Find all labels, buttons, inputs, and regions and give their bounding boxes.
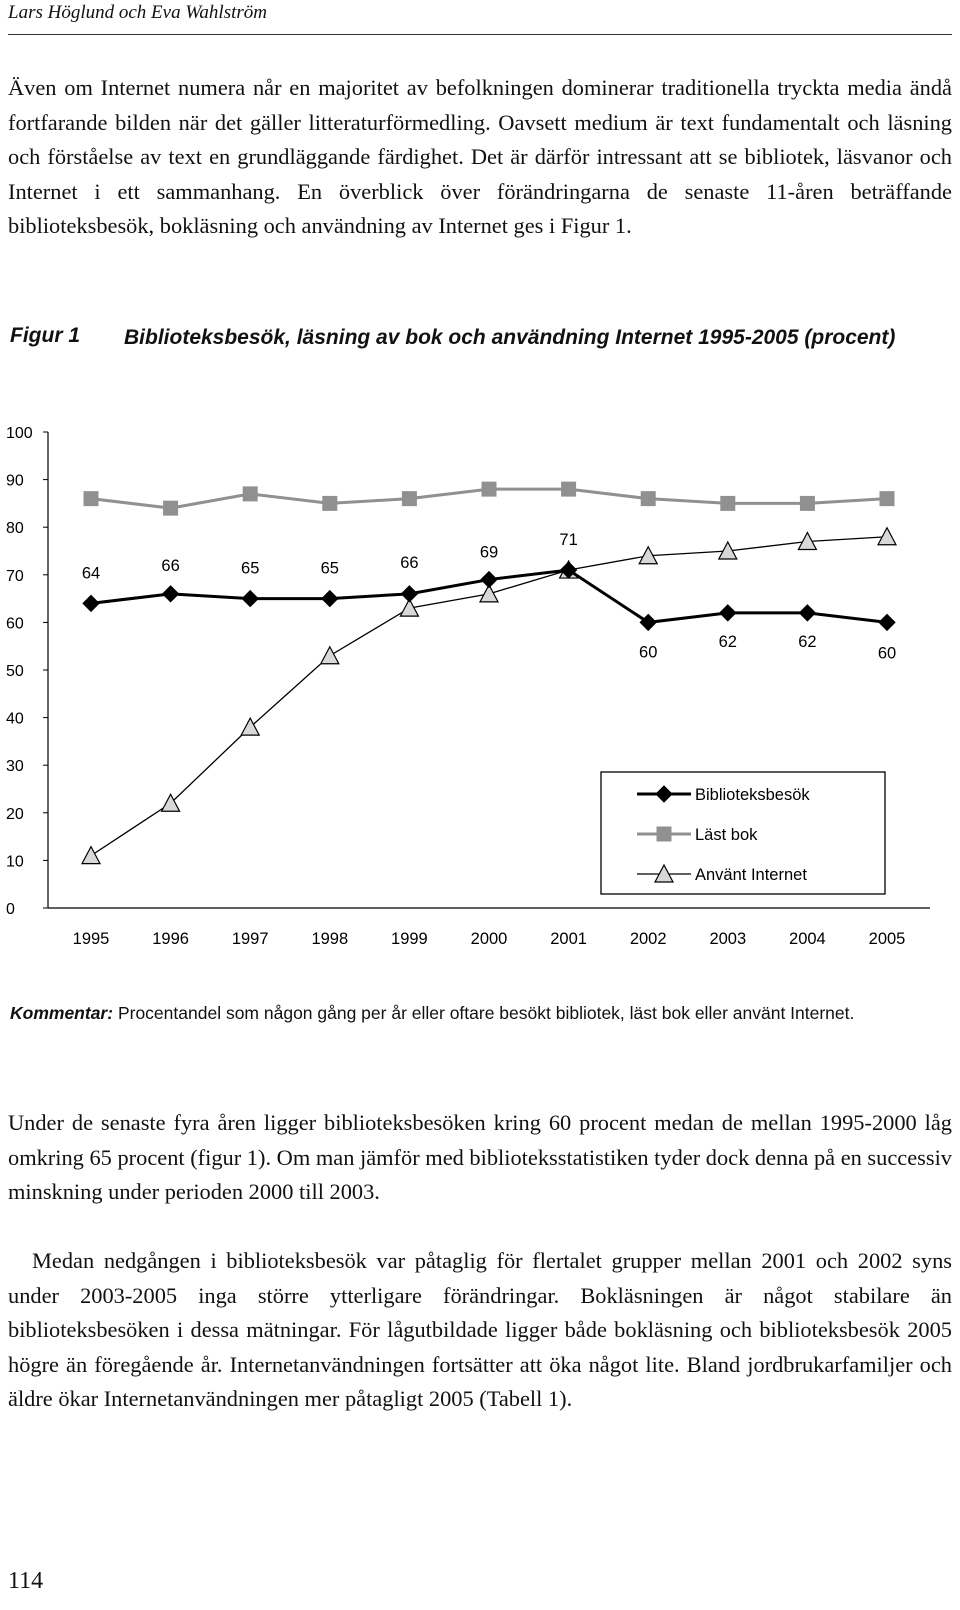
line-chart: 0 10 20 30 40 50 60 70 80 90 100 1995 1996 1997 1998 19… [6,425,930,948]
series-square [83,481,895,516]
chart-legend: Biblioteksbesök Läst bok Använt Internet [600,771,886,895]
y-tick-label: 40 [6,711,24,728]
y-tick-label: 60 [6,615,24,632]
series-diamond [82,561,896,632]
legend-marker-square [656,826,672,842]
data-point-square [163,500,179,516]
data-label: 66 [400,554,418,572]
y-tick-label: 50 [6,663,24,680]
data-point-triangle [638,545,659,565]
data-point-square [879,491,895,507]
body-paragraph-1: Även om Internet numera når en majoritet… [8,75,952,238]
x-tick-label: 2000 [471,930,508,948]
legend-marker-diamond [655,785,673,803]
data-label: 65 [321,560,339,578]
legend-item: Läst bok [637,826,758,844]
data-point-square [481,481,497,497]
y-tick-label: 80 [6,520,24,537]
x-tick-label: 1998 [311,930,348,948]
y-tick-label: 90 [6,473,24,490]
x-tick-label: 2003 [709,930,746,948]
comment-text: Procentandel som någon gång per år eller… [117,1003,855,1023]
figure-comment: Kommentar: Procentandel som någon gång p… [10,1000,945,1026]
chart-axes: 0 10 20 30 40 50 60 70 80 90 100 1995 1996 1997 1998 19… [6,425,930,948]
x-tick-label: 2005 [869,930,906,948]
data-point-diamond [480,570,498,589]
data-label: 71 [559,531,577,549]
data-point-triangle [717,540,738,560]
data-point-square [83,491,99,507]
data-point-diamond [82,594,100,613]
y-tick-label: 10 [6,853,24,870]
data-label: 69 [480,544,498,562]
data-point-square [799,495,815,511]
data-point-diamond [639,613,657,632]
page-number: 114 [8,1568,44,1594]
x-tick-label: 2001 [550,930,587,948]
running-head: Lars Höglund och Eva Wahlström [8,2,267,23]
data-point-diamond [161,585,180,603]
chart-data-labels: 64 66 65 65 66 69 71 60 62 62 60 [82,531,896,662]
data-point-triangle [877,526,897,546]
data-label: 60 [878,644,896,662]
x-tick-label: 2002 [630,930,667,948]
x-tick-label: 1997 [232,930,269,948]
figure-label: Figur 1 [10,324,81,347]
x-tick-label: 1999 [391,930,428,948]
legend-item: Använt Internet [637,863,807,884]
y-tick-label: 0 [6,901,15,918]
data-point-diamond [241,589,259,608]
chart-series [81,481,897,865]
data-label: 64 [82,564,100,582]
x-tick-label: 1996 [152,930,189,948]
legend-label: Använt Internet [695,866,807,884]
comment-label: Kommentar: [10,1003,114,1023]
y-tick-label: 70 [6,568,24,585]
body-paragraph-2: Under de senaste fyra åren ligger biblio… [8,1110,952,1204]
data-point-triangle [399,597,420,617]
legend-label: Biblioteksbesök [695,786,810,804]
data-label: 66 [161,557,179,575]
data-point-diamond [798,604,817,622]
data-label: 65 [241,560,259,578]
body-paragraph-3: Medan nedgången i biblioteksbesök var på… [8,1248,952,1411]
y-tick-label: 30 [6,758,24,775]
data-point-square [242,486,258,502]
data-point-triangle [797,531,818,551]
data-point-diamond [400,585,419,603]
data-point-triangle [160,792,181,812]
data-point-triangle [240,716,261,736]
data-point-diamond [559,561,578,579]
data-label: 62 [719,633,737,651]
data-point-diamond [878,613,896,632]
data-point-square [322,495,338,511]
data-point-diamond [321,589,339,608]
legend-label: Läst bok [695,826,758,844]
legend-item: Biblioteksbesök [637,785,810,804]
x-tick-label: 2004 [789,930,826,948]
legend-marker-triangle [654,863,674,883]
data-point-square [720,495,736,511]
data-point-triangle [479,583,499,603]
y-tick-label: 100 [6,425,33,442]
series-triangle [81,526,897,865]
data-point-square [401,491,417,507]
y-tick-label: 20 [6,806,24,823]
data-point-square [561,481,577,497]
data-label: 60 [639,643,657,661]
x-tick-label: 1995 [73,930,110,948]
header-rule [8,34,952,35]
data-point-diamond [719,604,737,622]
figure-title: Biblioteksbesök, läsning av bok och anvä… [124,326,896,349]
data-point-square [640,491,656,507]
data-label: 62 [798,633,816,651]
data-point-triangle [81,845,101,865]
data-point-triangle [319,645,340,665]
